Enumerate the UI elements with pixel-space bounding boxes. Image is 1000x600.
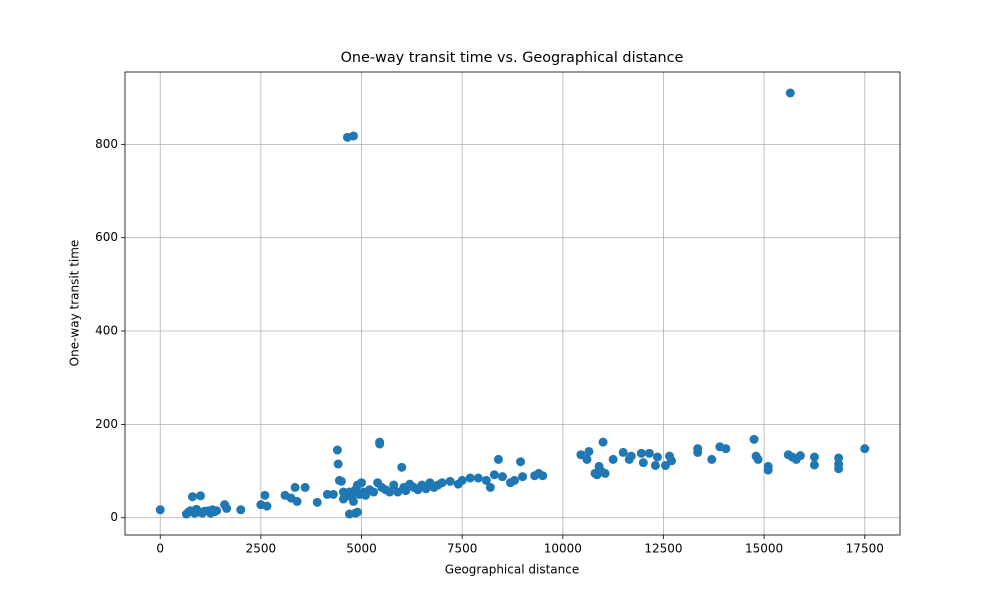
scatter-point: [481, 475, 491, 485]
scatter-point: [348, 496, 358, 506]
scatter-point: [763, 465, 773, 475]
scatter-point: [497, 472, 507, 482]
scatter-point: [518, 472, 528, 482]
scatter-point: [510, 475, 520, 485]
x-tick-label: 0: [156, 542, 164, 556]
scatter-point: [236, 505, 246, 515]
scatter-point: [375, 439, 385, 449]
scatter-point: [809, 460, 819, 470]
y-tick-label: 200: [95, 417, 118, 431]
x-tick-label: 7500: [447, 542, 478, 556]
scatter-point: [489, 470, 499, 480]
x-tick-label: 10000: [544, 542, 582, 556]
scatter-point: [707, 454, 717, 464]
scatter-point: [809, 452, 819, 462]
scatter-point: [644, 448, 654, 458]
scatter-point: [749, 434, 759, 444]
scatter-point: [795, 451, 805, 461]
scatter-point: [860, 444, 870, 454]
scatter-point: [401, 486, 411, 496]
scatter-point: [292, 496, 302, 506]
scatter-point: [834, 459, 844, 469]
scatter-point: [538, 471, 548, 481]
scatter-point: [693, 444, 703, 454]
scatter-point: [300, 482, 310, 492]
scatter-point: [212, 506, 222, 516]
scatter-point: [260, 490, 270, 500]
scatter-point: [465, 473, 475, 483]
x-tick-label: 5000: [346, 542, 377, 556]
scatter-point: [187, 492, 197, 502]
y-tick-label: 0: [110, 510, 118, 524]
x-axis-label: Geographical distance: [445, 563, 579, 577]
plot-frame: [124, 71, 901, 536]
scatter-point: [516, 457, 526, 467]
scatter-point: [348, 131, 358, 141]
scatter-point: [608, 454, 618, 464]
scatter-point: [195, 491, 205, 501]
scatter-point: [445, 476, 455, 486]
scatter-point: [618, 447, 628, 457]
scatter-point: [357, 478, 367, 488]
y-tick-label: 600: [95, 230, 118, 244]
scatter-point: [753, 454, 763, 464]
scatter-point: [493, 454, 503, 464]
y-axis-label: One-way transit time: [68, 240, 82, 367]
scatter-point: [336, 476, 346, 486]
scatter-point: [333, 459, 343, 469]
scatter-point: [582, 454, 592, 464]
scatter-point: [667, 456, 677, 466]
x-tick-label: 2500: [246, 542, 277, 556]
scatter-point: [332, 445, 342, 455]
scatter-point: [389, 480, 399, 490]
scatter-point: [650, 460, 660, 470]
scatter-point: [369, 487, 379, 497]
scatter-point: [437, 478, 447, 488]
scatter-point: [485, 482, 495, 492]
scatter-point: [353, 507, 362, 517]
scatter-point: [652, 452, 662, 462]
scatter-point: [222, 503, 232, 513]
scatter-point: [457, 475, 467, 485]
scatter-point: [473, 473, 483, 483]
scatter-point: [385, 487, 395, 497]
scatter-point: [290, 482, 300, 492]
scatter-point: [626, 451, 636, 461]
scatter-point: [600, 468, 610, 478]
x-tick-label: 15000: [745, 542, 783, 556]
scatter-point: [312, 497, 322, 507]
x-tick-label: 17500: [846, 542, 884, 556]
scatter-point: [155, 505, 165, 515]
scatter-point: [638, 458, 648, 468]
scatter-point: [397, 462, 407, 472]
scatter-point: [721, 444, 731, 454]
scatter-point: [328, 489, 338, 499]
scatter-point: [598, 437, 608, 447]
chart-title: One-way transit time vs. Geographical di…: [341, 50, 684, 66]
y-tick-label: 400: [95, 324, 118, 338]
scatter-point: [584, 446, 594, 456]
scatter-point: [262, 501, 272, 511]
y-tick-label: 800: [95, 137, 118, 151]
scatter-point: [785, 88, 795, 98]
x-tick-label: 12500: [644, 542, 682, 556]
scatter-point: [636, 448, 646, 458]
